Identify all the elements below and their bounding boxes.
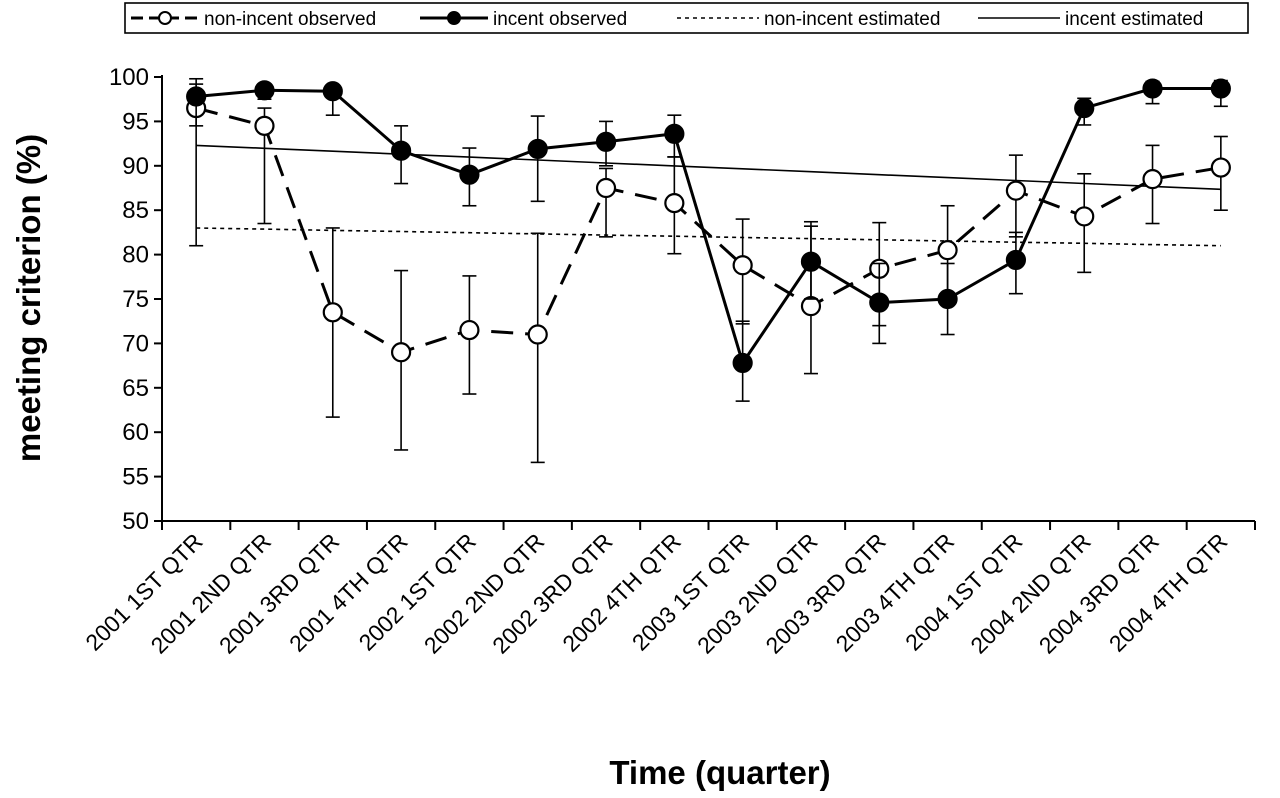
legend-label: non-incent observed	[204, 9, 376, 30]
x-tick-label: 2002 4TH QTR	[557, 528, 686, 657]
y-tick-label: 65	[122, 375, 149, 402]
data-point	[1210, 157, 1231, 178]
legend-label: incent observed	[493, 9, 627, 30]
x-tick-label: 2001 2ND QTR	[146, 528, 276, 658]
data-point	[664, 192, 685, 214]
data-point	[322, 81, 343, 102]
series-line	[196, 87, 1221, 365]
data-point	[527, 324, 548, 345]
y-axis-title: meeting criterion (%)	[10, 134, 47, 462]
x-tick-label: 2002 1ST QTR	[353, 528, 480, 655]
data-point	[732, 255, 753, 276]
data-point	[800, 296, 822, 317]
x-tick-label: 2001 3RD QTR	[214, 528, 344, 658]
y-tick-label: 70	[122, 330, 149, 357]
data-point	[254, 115, 275, 136]
data-point	[1074, 206, 1095, 227]
series-incent-estimated	[196, 144, 1221, 191]
x-tick-label: 2001 4TH QTR	[284, 528, 413, 657]
legend-label: non-incent estimated	[764, 9, 940, 30]
y-tick-label: 85	[122, 197, 149, 224]
data-point	[459, 164, 480, 185]
x-tick-label: 2004 2ND QTR	[965, 528, 1095, 658]
legend-marker	[158, 11, 172, 25]
x-tick-label: 2004 4TH QTR	[1104, 528, 1233, 657]
data-point	[800, 251, 822, 272]
data-point	[664, 123, 685, 144]
y-tick-label: 95	[122, 108, 149, 135]
x-tick-label: 2001 1ST QTR	[80, 528, 207, 655]
data-point	[595, 131, 617, 152]
series-non-incent-estimated	[196, 227, 1221, 247]
data-point	[186, 86, 207, 107]
data-point	[1005, 249, 1027, 271]
y-tick-label: 100	[109, 64, 149, 91]
y-tick-label: 80	[122, 242, 149, 269]
y-tick-label: 50	[122, 508, 149, 535]
data-point	[937, 240, 958, 261]
legend: non-incent observed incent observed non-in…	[124, 2, 1249, 34]
y-tick-label: 90	[122, 153, 149, 180]
data-point	[254, 80, 275, 101]
legend-marker	[447, 11, 461, 25]
data-point	[1074, 97, 1095, 119]
plot-area	[186, 77, 1231, 464]
x-tick-label: 2002 3RD QTR	[487, 528, 617, 658]
data-point	[527, 138, 548, 160]
x-tick-label: 2002 2ND QTR	[419, 528, 549, 658]
data-point	[1005, 180, 1027, 201]
data-point	[869, 292, 890, 313]
data-point	[390, 140, 412, 161]
data-point	[1210, 78, 1231, 99]
series-non-incent-observed	[186, 83, 1231, 464]
data-point	[459, 319, 480, 341]
data-point	[390, 342, 412, 363]
x-tick-label: 2003 3RD QTR	[760, 528, 890, 658]
data-point	[732, 352, 753, 374]
legend-label: incent estimated	[1065, 9, 1203, 30]
x-tick-label: 2004 3RD QTR	[1034, 528, 1164, 658]
data-point	[937, 288, 958, 310]
data-point	[595, 177, 617, 199]
series-line	[195, 106, 1222, 354]
data-point	[1142, 78, 1163, 99]
series-incent-observed	[186, 77, 1231, 402]
y-tick-label: 60	[122, 419, 149, 446]
x-tick-label: 2004 1ST QTR	[900, 528, 1027, 655]
x-tick-label: 2003 4TH QTR	[830, 528, 959, 657]
x-axis-title: Time (quarter)	[609, 754, 830, 791]
data-point	[322, 302, 343, 323]
data-point	[1142, 169, 1163, 190]
series-line	[196, 144, 1221, 191]
x-tick-label: 2003 2ND QTR	[692, 528, 822, 658]
y-tick-label: 75	[122, 286, 149, 313]
x-tick-label: 2003 1ST QTR	[627, 528, 754, 655]
series-line	[196, 227, 1221, 247]
y-tick-label: 55	[122, 464, 149, 491]
